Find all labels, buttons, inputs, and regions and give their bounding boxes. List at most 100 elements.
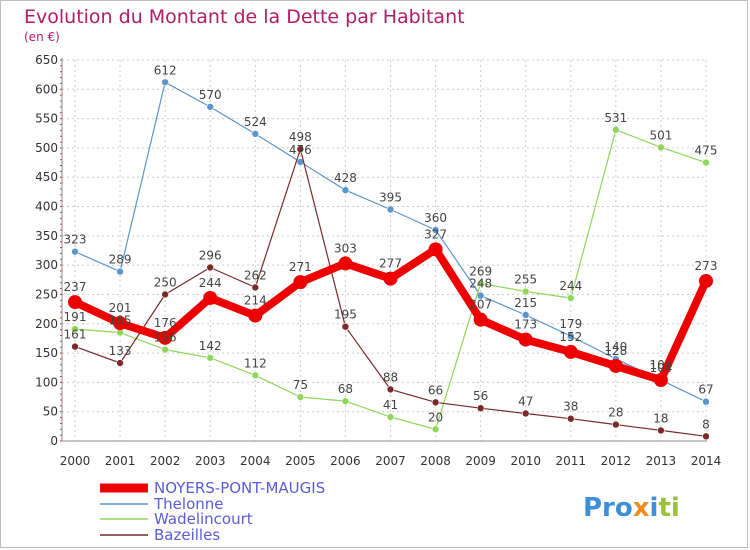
data-label-0: 128	[604, 344, 627, 358]
data-label-0: 201	[109, 301, 132, 315]
series-point-1	[521, 311, 530, 319]
y-tick-label: 600	[35, 82, 58, 96]
data-label-1: 395	[379, 190, 402, 204]
data-label-2: 112	[244, 356, 267, 370]
data-label-3: 47	[518, 394, 533, 408]
series-point-1	[566, 332, 575, 340]
data-label-2: 244	[559, 279, 582, 293]
legend-label-0: NOYERS-PONT-MAUGIS	[154, 479, 325, 497]
series-point-1	[341, 186, 350, 194]
y-tick-label: 300	[35, 258, 58, 272]
y-tick-label: 200	[35, 317, 58, 331]
data-label-1: 612	[154, 63, 177, 77]
chart-title: Evolution du Montant de la Dette par Hab…	[24, 6, 465, 28]
data-label-0: 271	[289, 260, 312, 274]
series-point-1	[161, 78, 169, 87]
x-tick-label: 2002	[150, 454, 181, 468]
series-point-3	[612, 420, 620, 429]
series-point-3	[71, 342, 79, 351]
series-point-3	[386, 385, 395, 394]
data-label-3: 296	[199, 248, 222, 262]
data-label-1: 104	[649, 361, 672, 375]
x-tick-label: 2001	[105, 454, 136, 468]
proxiti-logo: Proxiti	[583, 493, 680, 523]
data-label-3: 133	[109, 344, 132, 358]
series-point-2	[521, 287, 530, 296]
series-point-0	[248, 308, 263, 323]
data-label-1: 570	[199, 88, 222, 102]
data-label-2: 475	[695, 144, 718, 158]
series-point-2	[612, 125, 620, 134]
series-point-2	[386, 413, 395, 421]
series-point-3	[476, 404, 485, 412]
series-point-3	[296, 145, 305, 153]
series-point-2	[476, 279, 485, 288]
data-label-0: 173	[514, 318, 537, 332]
y-tick-label: 0	[50, 434, 58, 448]
data-label-0: 303	[334, 241, 357, 255]
series-point-2	[206, 353, 215, 362]
series-point-0	[473, 312, 488, 327]
series-point-1	[386, 205, 395, 214]
series-point-0	[113, 316, 128, 331]
series-point-1	[206, 103, 215, 111]
x-tick-label: 2004	[240, 454, 271, 468]
legend-label-2: Wadelincourt	[154, 510, 253, 528]
series-point-2	[657, 143, 665, 152]
data-label-1: 248	[469, 277, 492, 291]
x-tick-label: 2014	[691, 454, 722, 468]
legend: NOYERS-PONT-MAUGISThelonneWadelincourtBa…	[100, 479, 325, 544]
x-tick-label: 2005	[285, 454, 316, 468]
data-label-2: 501	[649, 128, 672, 142]
data-label-0: 244	[199, 276, 222, 290]
data-label-2: 156	[154, 331, 177, 345]
data-label-1: 140	[604, 340, 627, 354]
data-label-2: 269	[469, 264, 492, 278]
series-group	[68, 78, 713, 441]
data-label-3: 18	[653, 411, 668, 425]
y-tick-label: 150	[35, 346, 58, 360]
series-point-1	[251, 130, 260, 138]
series-point-0	[518, 332, 533, 347]
chart-subtitle: (en €)	[24, 30, 60, 44]
x-tick-label: 2012	[601, 454, 632, 468]
data-label-0: 273	[695, 259, 718, 273]
series-point-3	[566, 414, 575, 423]
series-point-0	[158, 330, 173, 345]
y-tick-label: 400	[35, 200, 58, 214]
data-label-1: 524	[244, 115, 267, 129]
series-point-0	[338, 256, 353, 271]
series-point-2	[161, 345, 169, 354]
data-label-0: 237	[64, 280, 87, 294]
data-label-1: 428	[334, 171, 357, 185]
series-point-3	[116, 359, 124, 367]
data-label-0: 152	[559, 330, 582, 344]
data-label-3: 28	[608, 406, 623, 420]
series-point-1	[702, 397, 710, 406]
x-tick-label: 2000	[60, 454, 91, 468]
series-point-3	[341, 322, 350, 331]
series-point-3	[521, 409, 530, 418]
data-label-0: 207	[469, 298, 492, 312]
data-label-2: 75	[293, 378, 308, 392]
data-label-0: 277	[379, 257, 402, 271]
series-point-0	[653, 373, 668, 388]
data-label-1: 179	[559, 317, 582, 331]
data-label-2: 41	[383, 398, 398, 412]
x-tick-label: 2010	[510, 454, 541, 468]
series-point-3	[206, 263, 215, 272]
series-point-0	[428, 242, 443, 257]
axes: 0 50 100 150 200 250 300 350 400 450 500 550 600 650 2…	[35, 53, 721, 468]
legend-label-1: Thelonne	[153, 495, 224, 513]
y-tick-label: 50	[43, 405, 58, 419]
x-tick-label: 2013	[646, 454, 677, 468]
data-label-0: 214	[244, 294, 267, 308]
series-point-3	[251, 283, 260, 292]
x-tick-label: 2009	[465, 454, 496, 468]
series-point-2	[251, 371, 260, 380]
data-label-3: 262	[244, 268, 267, 282]
data-label-1: 476	[289, 143, 312, 157]
x-tick-label: 2007	[375, 454, 406, 468]
series-point-0	[608, 358, 623, 373]
